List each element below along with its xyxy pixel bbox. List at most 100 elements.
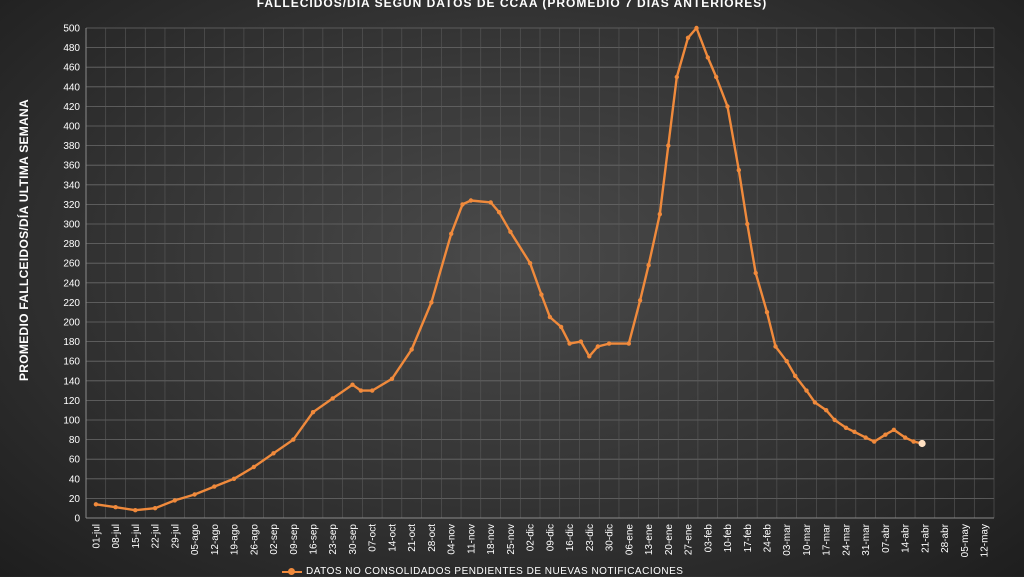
data-point [460, 202, 465, 207]
x-tick-label: 30-sep [348, 524, 359, 555]
x-tick-label: 25-nov [506, 524, 517, 555]
x-tick-label: 20-ene [664, 524, 675, 556]
data-point [843, 425, 849, 430]
x-tick-label: 15-jul [131, 524, 142, 548]
data-point [626, 341, 631, 346]
data-point [824, 408, 829, 413]
x-tick-label: 06-ene [624, 524, 635, 556]
y-tick-label: 20 [69, 494, 81, 505]
data-point [863, 435, 868, 440]
data-point [804, 388, 809, 393]
x-tick-label: 24-mar [841, 523, 852, 555]
x-tick-label: 23-sep [328, 524, 339, 555]
x-tick-label: 05-may [960, 524, 971, 557]
x-tick-label: 07-abr [881, 523, 892, 553]
data-point [903, 435, 908, 440]
data-point [508, 229, 513, 234]
y-tick-label: 280 [63, 239, 80, 250]
y-tick-label: 400 [63, 122, 80, 133]
x-tick-label: 11-nov [466, 524, 477, 554]
x-tick-label: 16-sep [309, 524, 320, 555]
legend-label: DATOS NO CONSOLIDADOS PENDIENTES DE NUEV… [306, 566, 684, 577]
series-line-0 [95, 26, 923, 512]
x-tick-label: 22-jul [151, 524, 162, 548]
y-tick-label: 460 [63, 63, 80, 74]
y-tick-label: 360 [63, 161, 80, 172]
data-point [578, 339, 584, 344]
data-point [764, 310, 770, 315]
data-point [872, 439, 877, 444]
x-tick-label: 30-dic [605, 524, 616, 551]
data-point [784, 359, 789, 364]
x-tick-label: 19-ago [230, 524, 241, 556]
y-tick-label: 480 [63, 43, 80, 54]
data-point [389, 376, 395, 381]
x-tick-label: 14-oct [387, 524, 398, 552]
x-tick-label: 02-sep [269, 524, 280, 555]
x-tick-label: 27-ene [684, 524, 695, 556]
y-tick-label: 0 [74, 514, 80, 525]
data-point [449, 231, 454, 236]
x-tick-label: 04-nov [447, 524, 458, 555]
y-tick-label: 120 [63, 396, 80, 407]
y-tick-label: 380 [63, 141, 80, 152]
data-point [891, 427, 897, 432]
data-point [832, 417, 837, 423]
x-tick-label: 17-feb [743, 524, 754, 553]
x-tick-label: 05-ago [190, 524, 201, 556]
data-point [558, 324, 564, 330]
x-tick-label: 23-dic [585, 524, 596, 551]
data-point [133, 508, 138, 513]
x-tick-label: 16-dic [565, 524, 576, 551]
y-tick-label: 160 [63, 357, 80, 368]
y-tick-label: 320 [63, 200, 80, 211]
data-point [547, 314, 553, 320]
x-axis-ticks: 01-jul 08-jul 15-jul 22-jul 29-jul 05-ago 12-a… [91, 523, 990, 557]
x-tick-label: 14-abr [901, 523, 912, 553]
data-point [539, 292, 544, 297]
data-point [911, 439, 916, 444]
data-point [231, 476, 237, 481]
data-point [714, 74, 719, 80]
y-tick-label: 240 [63, 278, 80, 289]
x-tick-label: 24-feb [763, 524, 774, 553]
y-tick-label: 40 [69, 474, 81, 485]
data-point [310, 410, 316, 415]
data-point [251, 464, 256, 470]
series-layer [93, 25, 926, 513]
data-point [113, 505, 118, 510]
x-tick-label: 03-mar [782, 523, 793, 555]
data-point [646, 263, 651, 268]
data-point [812, 400, 818, 405]
y-tick-label: 80 [69, 435, 81, 446]
y-axis-title: PROMEDIO FALLCEIDOS/DÍA ULTIMA SEMANA [17, 99, 31, 381]
data-point [271, 451, 276, 456]
x-tick-label: 07-oct [368, 524, 379, 552]
y-tick-label: 300 [63, 220, 80, 231]
data-point [852, 429, 857, 434]
data-point [330, 396, 335, 401]
data-point [370, 388, 375, 393]
data-point [496, 210, 502, 215]
data-point [773, 344, 778, 349]
data-point [657, 212, 662, 217]
x-tick-label: 12-may [980, 524, 991, 557]
y-tick-label: 500 [63, 24, 80, 35]
data-point [685, 35, 691, 40]
x-tick-label: 12-ago [210, 524, 221, 556]
y-tick-label: 180 [63, 337, 80, 348]
x-tick-label: 09-dic [545, 524, 556, 551]
data-point [429, 300, 434, 305]
x-tick-label: 09-sep [289, 524, 300, 555]
y-tick-label: 140 [63, 376, 80, 387]
data-point [527, 261, 533, 266]
x-tick-label: 17-mar [822, 523, 833, 555]
x-tick-label: 01-jul [91, 524, 102, 548]
x-tick-label: 28-oct [427, 524, 438, 552]
legend-marker-icon [282, 567, 302, 577]
y-tick-label: 260 [63, 259, 80, 270]
data-point [358, 388, 364, 393]
data-point [666, 143, 671, 148]
data-point [409, 347, 414, 352]
